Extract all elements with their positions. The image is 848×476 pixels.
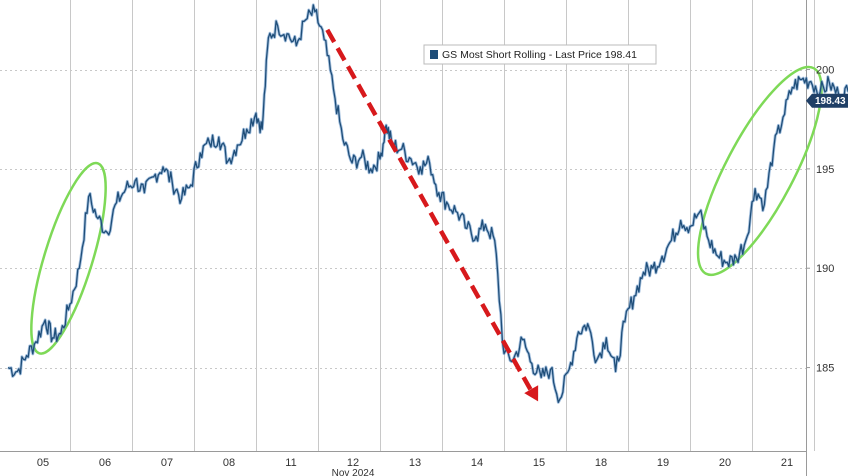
last-price-tag-label: 198.43 <box>815 96 846 107</box>
last-price-tag: 198.43 <box>806 93 848 108</box>
x-tick-label: 13 <box>409 457 421 469</box>
y-tick-label: 195 <box>816 164 834 176</box>
x-tick-label: 06 <box>99 457 111 469</box>
y-tick-label: 190 <box>816 263 834 275</box>
series-layer <box>7 3 848 404</box>
x-axis-label: Nov 2024 <box>332 468 375 476</box>
legend: GS Most Short Rolling - Last Price 198.4… <box>423 44 657 65</box>
highlight-ellipse-left <box>30 161 107 355</box>
x-tick-label: 08 <box>223 457 235 469</box>
x-tick-label: 18 <box>595 457 607 469</box>
trend-arrow-line <box>325 28 535 394</box>
x-tick-label: 20 <box>719 457 731 469</box>
series-line <box>7 4 848 404</box>
y-tick-label: 185 <box>816 363 834 375</box>
y-axis: 185 190 195 200 <box>806 65 834 375</box>
x-tick-label: 11 <box>285 457 296 469</box>
x-tick-label: 07 <box>161 457 173 469</box>
legend-label: GS Most Short Rolling - Last Price 198.4… <box>442 49 637 61</box>
highlight-ellipses <box>30 65 823 355</box>
legend-box <box>423 44 657 65</box>
x-tick-label: 05 <box>37 457 49 469</box>
grid <box>0 0 815 476</box>
y-tick-label: 200 <box>816 65 834 77</box>
trend-arrow <box>325 28 539 402</box>
legend-swatch <box>430 50 438 59</box>
x-tick-label: 14 <box>471 457 483 469</box>
highlight-ellipse-right <box>696 65 823 277</box>
trend-arrow-head <box>524 385 539 402</box>
x-axis: 05 06 07 08 11 12 13 14 15 18 19 20 21 <box>37 457 793 469</box>
x-tick-label: 19 <box>657 457 669 469</box>
x-tick-label: 21 <box>781 457 793 469</box>
x-tick-label: 12 <box>347 457 359 469</box>
last-price-tag-shape <box>806 93 848 108</box>
x-tick-label: 15 <box>533 457 545 469</box>
